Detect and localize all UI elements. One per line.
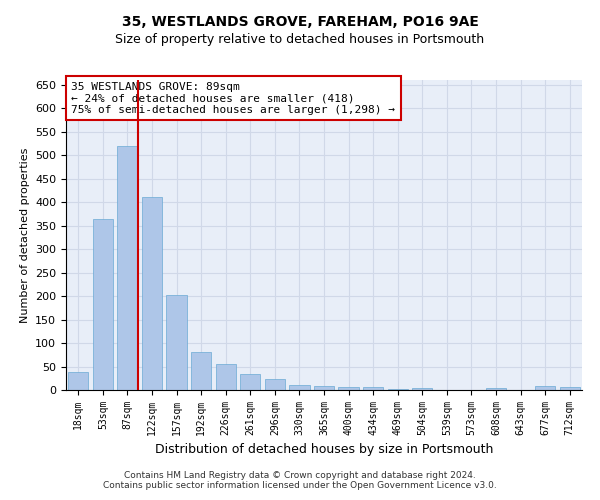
Bar [314,386,334,390]
Bar [93,218,113,390]
Bar [338,386,359,390]
Text: 35, WESTLANDS GROVE, FAREHAM, PO16 9AE: 35, WESTLANDS GROVE, FAREHAM, PO16 9AE [122,15,478,29]
Bar [240,374,260,390]
Bar [388,388,408,390]
Bar [215,364,236,390]
Bar [191,352,211,390]
Bar [68,372,88,390]
Y-axis label: Number of detached properties: Number of detached properties [20,148,29,322]
Bar [142,198,162,390]
Bar [412,388,433,390]
Bar [560,387,580,390]
Bar [265,378,285,390]
Text: Contains HM Land Registry data © Crown copyright and database right 2024.
Contai: Contains HM Land Registry data © Crown c… [103,470,497,490]
Bar [363,386,383,390]
Text: 35 WESTLANDS GROVE: 89sqm
← 24% of detached houses are smaller (418)
75% of semi: 35 WESTLANDS GROVE: 89sqm ← 24% of detac… [71,82,395,115]
Bar [486,388,506,390]
Bar [118,146,137,390]
Bar [289,385,310,390]
Bar [535,386,555,390]
Bar [166,295,187,390]
Text: Size of property relative to detached houses in Portsmouth: Size of property relative to detached ho… [115,32,485,46]
X-axis label: Distribution of detached houses by size in Portsmouth: Distribution of detached houses by size … [155,444,493,456]
